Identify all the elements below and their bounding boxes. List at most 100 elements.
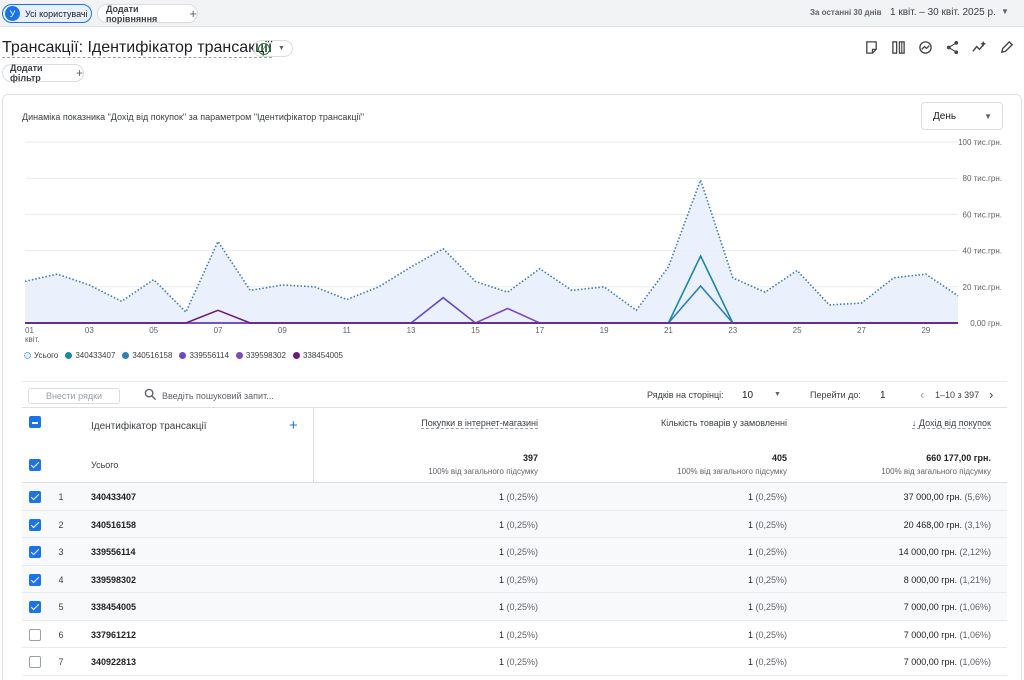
check-circle-icon: ✓ xyxy=(258,42,270,55)
transaction-id: 339598302 xyxy=(91,574,137,585)
share-icon[interactable] xyxy=(939,38,966,56)
report-toolbar xyxy=(858,38,1020,56)
cell-percent: (0,25%) xyxy=(752,519,787,530)
legend-item[interactable]: 339598302 xyxy=(235,351,286,360)
table-row[interactable]: 2 340516158 1 (0,25%) 1 (0,25%) 20 468,00 гр… xyxy=(22,510,1007,538)
dimension-header[interactable]: Ідентифікатор трансакції xyxy=(91,421,207,432)
add-rows-button[interactable]: Внести рядки xyxy=(28,388,120,404)
legend-item[interactable]: Усього xyxy=(24,351,58,360)
table-row[interactable]: 6 337961212 1 (0,25%) 1 (0,25%) 7 000,00 грн… xyxy=(22,621,1007,648)
cell-percent: (0,25%) xyxy=(503,629,538,640)
insights-icon[interactable] xyxy=(912,38,939,56)
report-status-chip[interactable]: ✓ ▼ xyxy=(253,40,293,57)
row-checkbox[interactable] xyxy=(29,491,41,503)
x-tick-label: 03 xyxy=(85,326,94,335)
cell-percent: (0,25%) xyxy=(752,547,787,557)
cell-value: 8 000,00 грн. xyxy=(903,574,957,585)
rows-per-page-select[interactable]: 10 xyxy=(742,390,754,401)
legend-item[interactable]: 340433407 xyxy=(65,351,115,360)
x-month-label: квіт. xyxy=(25,335,40,344)
legend-item[interactable]: 340516158 xyxy=(122,351,172,360)
row-checkbox[interactable] xyxy=(29,573,41,586)
chart-title: Динаміка показника "Дохід від покупок" з… xyxy=(22,112,365,122)
row-checkbox[interactable] xyxy=(29,546,41,558)
compare-columns-icon[interactable] xyxy=(885,38,912,56)
y-tick-label: 20 тис.грн. xyxy=(963,283,1002,292)
edit-comparison-icon[interactable] xyxy=(858,38,885,56)
table-row[interactable]: 7 340922813 1 (0,25%) 1 (0,25%) 7 000,00 грн… xyxy=(22,648,1007,676)
chevron-down-icon: ▼ xyxy=(278,45,285,52)
row-checkbox[interactable] xyxy=(29,601,41,613)
add-comparison-button[interactable]: Додати порівняння + xyxy=(97,4,198,24)
total-series-area xyxy=(25,180,958,323)
search-input[interactable] xyxy=(162,388,362,403)
segment-label: Усі користувачі xyxy=(25,8,88,19)
segment-avatar: У xyxy=(5,6,20,21)
next-page-icon[interactable]: › xyxy=(989,387,994,402)
revenue-cell: 14 000,00 грн. (2,12%) xyxy=(899,547,991,557)
legend-swatch xyxy=(292,352,300,359)
cell-percent: (0,25%) xyxy=(503,574,538,585)
purchases-cell: 1 (0,25%) xyxy=(499,602,538,612)
cell-value: 1 xyxy=(747,657,753,667)
period-select-value: День xyxy=(933,110,957,122)
period-select[interactable]: День ▼ xyxy=(921,102,1003,130)
cell-value: 1 xyxy=(498,602,504,612)
chevron-down-icon[interactable]: ▼ xyxy=(774,391,781,398)
data-table: Ідентифікатор трансакції + Покупки в інт… xyxy=(22,407,1007,676)
total-value: 397 xyxy=(522,453,538,463)
page-title[interactable]: Трансакції: Ідентифікатор трансакції xyxy=(2,39,273,58)
items-cell: 1 (0,25%) xyxy=(748,630,787,640)
date-dropdown-icon[interactable]: ▼ xyxy=(1001,7,1009,16)
purchases-cell: 1 (0,25%) xyxy=(499,630,538,640)
transaction-id: 340516158 xyxy=(91,519,137,530)
x-tick-label: 23 xyxy=(728,326,737,335)
total-checkbox[interactable] xyxy=(29,459,41,471)
legend-item[interactable]: 338454005 xyxy=(292,351,343,360)
date-range-picker[interactable]: 1 квіт. – 30 квіт. 2025 р. xyxy=(890,7,996,18)
x-tick-label: 21 xyxy=(664,326,673,335)
cell-percent: (0,25%) xyxy=(503,492,538,502)
row-checkbox[interactable] xyxy=(29,628,41,641)
pencil-icon[interactable] xyxy=(993,38,1020,56)
row-checkbox[interactable] xyxy=(29,518,41,531)
purchases-cell: 1 (0,25%) xyxy=(499,547,538,557)
row-index: 2 xyxy=(58,519,64,530)
line-chart: 100 тис.грн. 80 тис.грн. 60 тис.грн. 40 тис… xyxy=(24,138,1002,344)
total-value: 660 177,00 грн. xyxy=(926,453,991,463)
table-row[interactable]: 5 338454005 1 (0,25%) 1 (0,25%) 7 000,00 грн… xyxy=(22,593,1007,621)
cell-percent: (5,6%) xyxy=(961,492,991,502)
table-row[interactable]: 3 339556114 1 (0,25%) 1 (0,25%) 14 000,00 гр… xyxy=(22,538,1007,566)
table-row[interactable]: 1 340433407 1 (0,25%) 1 (0,25%) 37 000,00 гр… xyxy=(22,483,1007,511)
y-tick-label: 100 тис.грн. xyxy=(958,138,1002,147)
cell-value: 1 xyxy=(498,547,504,557)
add-dimension-icon[interactable]: + xyxy=(289,417,298,434)
add-filter-button[interactable]: Додати фільтр + xyxy=(2,63,84,83)
select-all-checkbox[interactable] xyxy=(29,416,41,428)
trend-insights-icon[interactable] xyxy=(966,38,993,56)
legend-item[interactable]: 339556114 xyxy=(179,351,229,360)
segment-chip[interactable]: У Усі користувачі xyxy=(2,4,92,23)
items-cell: 1 (0,25%) xyxy=(748,520,787,530)
row-checkbox[interactable] xyxy=(29,656,41,668)
cell-percent: (0,25%) xyxy=(752,574,787,585)
row-index: 7 xyxy=(58,657,64,667)
x-tick-label: 07 xyxy=(214,326,223,335)
transaction-id: 338454005 xyxy=(91,602,137,612)
table-row[interactable]: 4 339598302 1 (0,25%) 1 (0,25%) 8 000,00 грн… xyxy=(22,565,1007,593)
prev-page-icon[interactable]: ‹ xyxy=(920,387,925,402)
x-tick-label: 17 xyxy=(535,326,544,335)
metric-header-revenue[interactable]: ↓ Дохід від покупок xyxy=(911,418,991,429)
cell-value: 1 xyxy=(747,519,753,530)
items-cell: 1 (0,25%) xyxy=(748,547,787,557)
cell-value: 7 000,00 грн. xyxy=(903,602,957,612)
metric-header-purchases[interactable]: Покупки в інтернет-магазині xyxy=(421,418,538,429)
cell-percent: (1,06%) xyxy=(956,657,991,667)
cell-value: 1 xyxy=(747,547,753,557)
legend-label: 339556114 xyxy=(189,351,229,360)
row-index: 4 xyxy=(58,574,64,585)
total-purchases: 397 100% від загального підсумку xyxy=(428,453,538,476)
metric-header-items[interactable]: Кількість товарів у замовленні xyxy=(660,418,787,428)
goto-page-input[interactable] xyxy=(880,387,906,403)
items-cell: 1 (0,25%) xyxy=(748,602,787,612)
